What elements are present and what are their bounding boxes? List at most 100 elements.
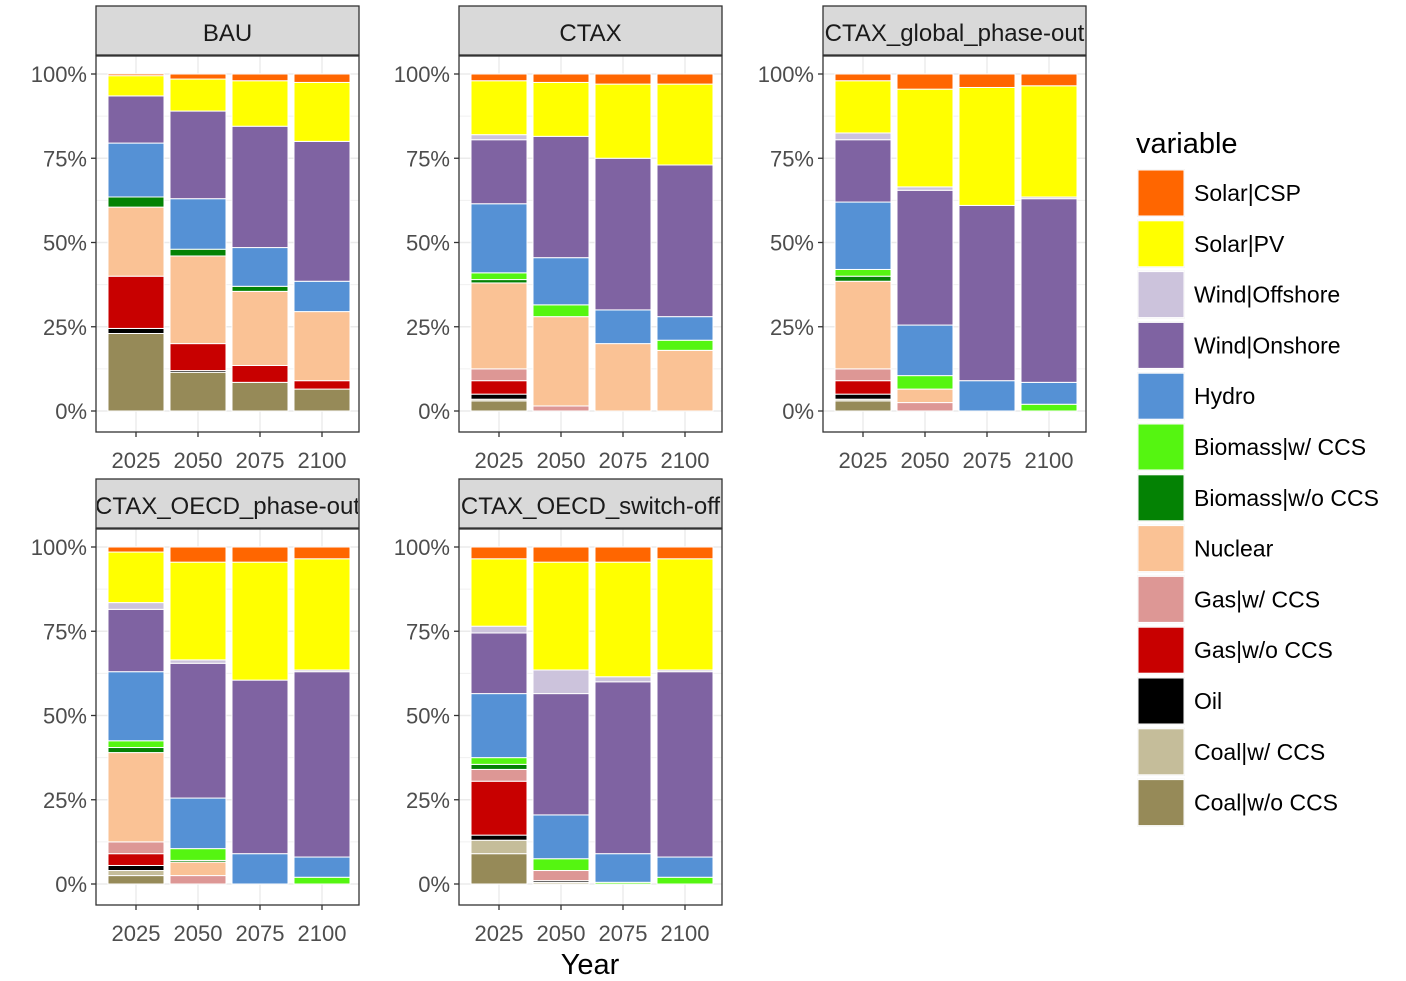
x-axis-title: Year bbox=[561, 949, 620, 981]
legend: variable Solar|CSP Solar|PV Wind|Offshore W… bbox=[1136, 128, 1379, 827]
bar-segment-biomass-w-ccs-2100 bbox=[656, 876, 714, 885]
panel-bau: BAU 0% 25% 50% 75% 100% 2025 2050 2075 2100 bbox=[31, 5, 360, 473]
bar-segment-wind-offshore-2050 bbox=[532, 669, 590, 695]
bar-segment-solar-pv-2075 bbox=[958, 86, 1016, 206]
facet-strip bbox=[458, 5, 723, 56]
bar-segment-oil-2025 bbox=[834, 393, 892, 400]
legend-label: Biomass|w/o CCS bbox=[1194, 485, 1379, 511]
bar-segment-wind-offshore-2025 bbox=[834, 132, 892, 141]
bar-segment-nuclear-2075 bbox=[231, 290, 289, 367]
bar-segment-solar-csp-2050 bbox=[532, 73, 590, 83]
bar-segment-hydro-2075 bbox=[958, 380, 1016, 412]
bar-segment-oil-2025 bbox=[470, 393, 528, 400]
bar-segment-hydro-2050 bbox=[896, 324, 954, 377]
x-tick-label: 2050 bbox=[537, 921, 586, 946]
x-axis: 2025 2050 2075 2100 bbox=[839, 432, 1074, 473]
bar-segment-oil-2025 bbox=[470, 834, 528, 841]
bar-segment-wind-onshore-2025 bbox=[107, 608, 165, 673]
bar-segment-wind-onshore-2100 bbox=[1020, 198, 1078, 383]
bar-segment-hydro-2100 bbox=[293, 856, 351, 878]
bar-segment-solar-csp-2100 bbox=[293, 546, 351, 560]
bar-segment-hydro-2025 bbox=[107, 142, 165, 198]
x-tick-label: 2025 bbox=[112, 448, 161, 473]
bar-segment-solar-pv-2050 bbox=[532, 561, 590, 671]
bar-segment-solar-csp-2025 bbox=[107, 73, 165, 77]
bar-segment-nuclear-2050 bbox=[169, 255, 227, 345]
y-axis: 0% 25% 50% 75% 100% bbox=[31, 535, 96, 897]
legend-label: Hydro bbox=[1194, 383, 1255, 409]
legend-item-gas-w-ccs: Gas|w/ CCS bbox=[1137, 575, 1320, 624]
bar-segment-solar-pv-2100 bbox=[1020, 85, 1078, 198]
x-tick-label: 2100 bbox=[1025, 448, 1074, 473]
facet-title: CTAX_OECD_switch-off bbox=[461, 493, 721, 520]
bar-segment-wind-onshore-2075 bbox=[231, 125, 289, 249]
y-tick-label: 50% bbox=[43, 704, 87, 729]
bar-segment-solar-csp-2050 bbox=[169, 546, 227, 563]
y-tick-label: 75% bbox=[406, 619, 450, 644]
legend-swatch bbox=[1137, 575, 1185, 623]
y-tick-label: 75% bbox=[43, 619, 87, 644]
bar-segment-biomass-w-o-ccs-2025 bbox=[107, 196, 165, 208]
x-tick-label: 2025 bbox=[839, 448, 888, 473]
facet-title: CTAX_OECD_phase-out bbox=[95, 493, 360, 520]
bar-segment-nuclear-2050 bbox=[532, 316, 590, 407]
panel-border bbox=[95, 55, 360, 433]
bar-segment-wind-onshore-2025 bbox=[834, 139, 892, 203]
y-tick-label: 75% bbox=[770, 146, 814, 171]
legend-label: Coal|w/o CCS bbox=[1194, 790, 1338, 816]
x-axis: 2025 2050 2075 2100 bbox=[475, 905, 709, 946]
bar-segment-solar-csp-2025 bbox=[834, 73, 892, 82]
bar-segment-biomass-w-ccs-2100 bbox=[293, 876, 351, 885]
bar-segment-solar-pv-2050 bbox=[169, 78, 227, 112]
legend-swatch bbox=[1137, 728, 1185, 776]
y-tick-label: 25% bbox=[770, 315, 814, 340]
bar-segment-coal-w-o-ccs-2025 bbox=[107, 332, 165, 412]
y-tick-label: 0% bbox=[782, 399, 814, 424]
bar-segment-oil-2025 bbox=[107, 327, 165, 334]
panel-border bbox=[458, 55, 723, 433]
facet-title: CTAX bbox=[559, 20, 621, 47]
bar-segment-gas-w-o-ccs-2025 bbox=[834, 380, 892, 395]
bar-segment-biomass-w-ccs-2025 bbox=[470, 757, 528, 765]
bar-segment-wind-onshore-2100 bbox=[656, 164, 714, 318]
y-tick-label: 50% bbox=[43, 231, 87, 256]
y-tick-label: 75% bbox=[406, 146, 450, 171]
bar-segment-coal-w-o-ccs-2025 bbox=[470, 853, 528, 885]
bar-segment-hydro-2050 bbox=[169, 797, 227, 850]
bar-segment-solar-pv-2025 bbox=[107, 551, 165, 604]
bars bbox=[107, 73, 351, 412]
y-tick-label: 25% bbox=[406, 788, 450, 813]
bar-segment-solar-pv-2025 bbox=[834, 80, 892, 134]
bar-segment-solar-csp-2075 bbox=[594, 73, 652, 85]
bar-segment-nuclear-2100 bbox=[293, 311, 351, 382]
bar-segment-gas-w-o-ccs-2100 bbox=[293, 380, 351, 390]
legend-swatch bbox=[1137, 169, 1185, 217]
bar-segment-wind-onshore-2100 bbox=[293, 140, 351, 282]
y-axis: 0% 25% 50% 75% 100% bbox=[758, 62, 823, 424]
bar-segment-solar-pv-2050 bbox=[896, 88, 954, 188]
legend-item-gas-w-o-ccs: Gas|w/o CCS bbox=[1137, 626, 1333, 675]
bar-segment-nuclear-2075 bbox=[594, 343, 652, 412]
x-tick-label: 2050 bbox=[174, 921, 223, 946]
bar-segment-biomass-w-o-ccs-2025 bbox=[470, 763, 528, 770]
bar-segment-nuclear-2050 bbox=[896, 388, 954, 404]
bar-segment-nuclear-2025 bbox=[107, 752, 165, 843]
legend-item-biomass-w-ccs: Biomass|w/ CCS bbox=[1137, 423, 1366, 471]
bar-segment-biomass-w-o-ccs-2025 bbox=[107, 747, 165, 754]
bar-segment-solar-pv-2075 bbox=[594, 561, 652, 678]
bar-segment-biomass-w-o-ccs-2050 bbox=[169, 248, 227, 257]
panel-border bbox=[95, 528, 360, 906]
legend-label: Solar|CSP bbox=[1194, 180, 1301, 206]
bar-segment-gas-w-ccs-2050 bbox=[896, 402, 954, 412]
legend-label: Gas|w/o CCS bbox=[1194, 637, 1333, 663]
panel-ctax-global-phase-out: CTAX_global_phase-out 0% 25% 50% 75% 100% 2025… bbox=[758, 5, 1087, 473]
y-tick-label: 0% bbox=[418, 872, 450, 897]
bar-segment-biomass-w-o-ccs-2025 bbox=[834, 275, 892, 282]
y-tick-label: 100% bbox=[31, 62, 87, 87]
x-tick-label: 2075 bbox=[236, 448, 285, 473]
facet-panels: BAU 0% 25% 50% 75% 100% 2025 2050 2075 2100 CTAX 0%… bbox=[31, 5, 1087, 946]
x-tick-label: 2100 bbox=[661, 448, 710, 473]
bar-segment-solar-csp-2025 bbox=[470, 546, 528, 560]
bar-segment-biomass-w-ccs-2050 bbox=[532, 858, 590, 872]
